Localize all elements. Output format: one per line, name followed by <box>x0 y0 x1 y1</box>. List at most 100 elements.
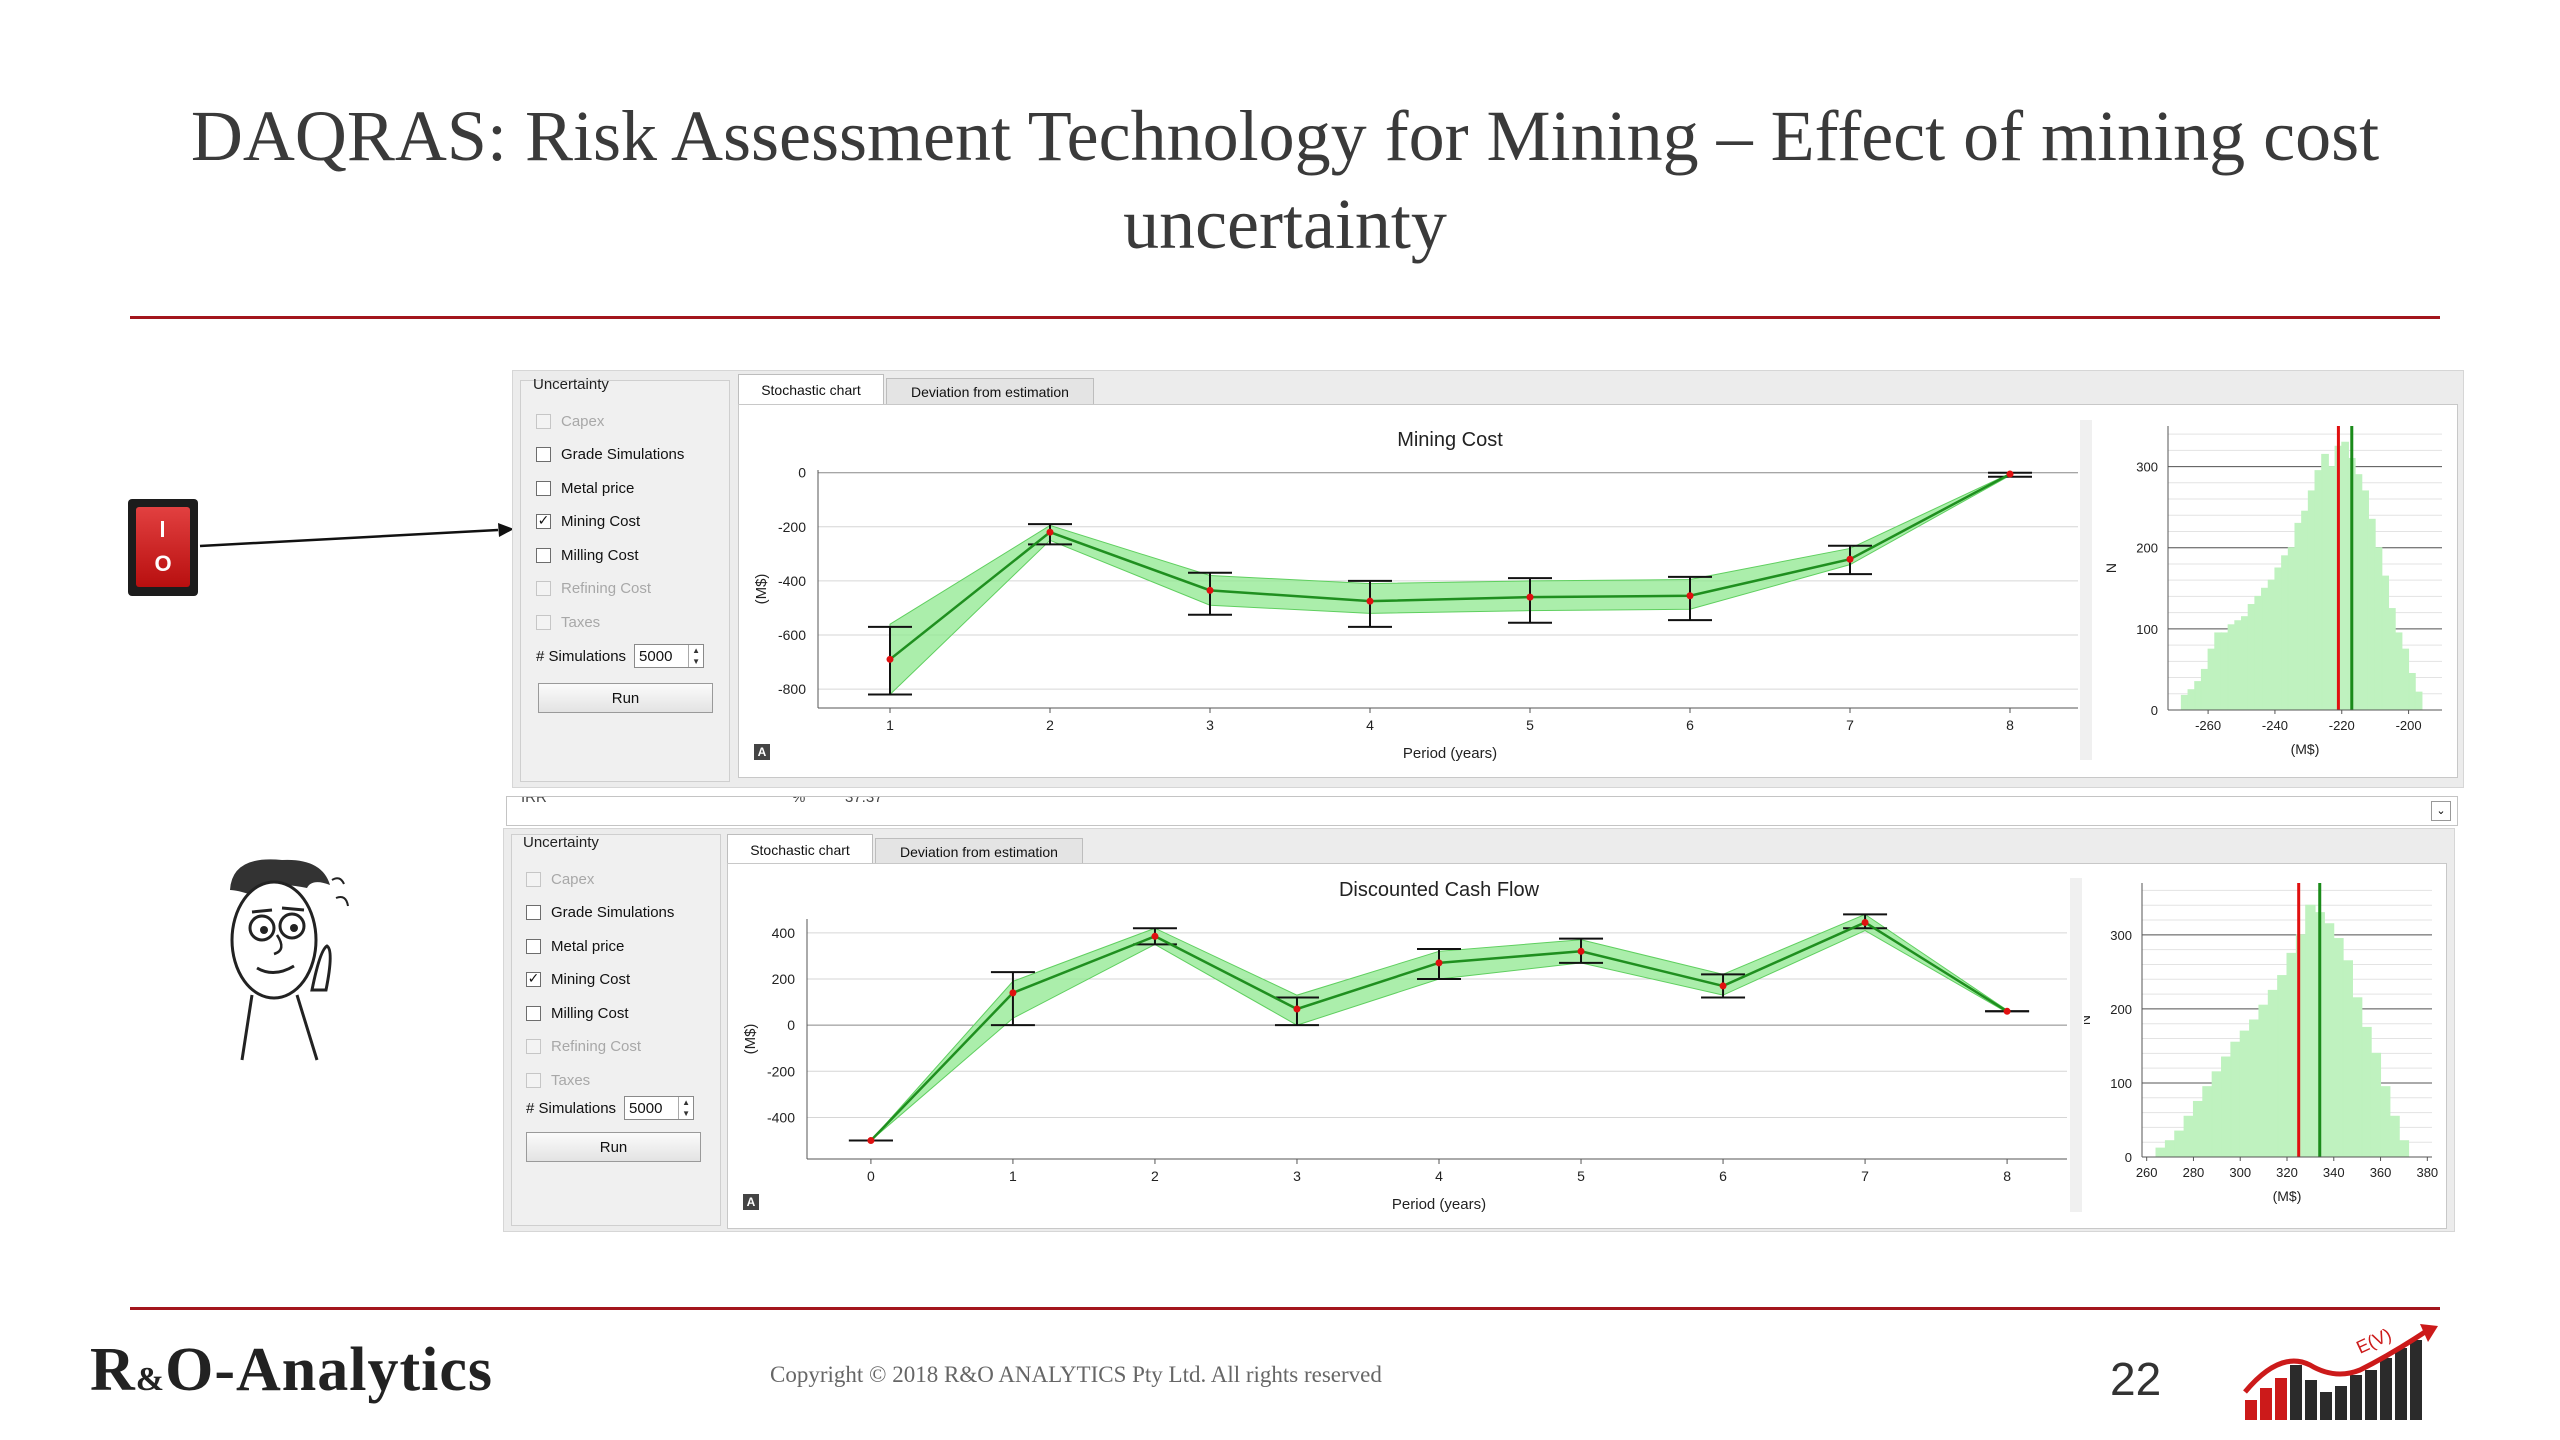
histogram-bar <box>2227 624 2236 711</box>
histogram-bar <box>2361 490 2369 711</box>
x-tick-label: 1 <box>1009 1168 1017 1184</box>
histogram-bar <box>2354 474 2363 711</box>
histogram-bar <box>2394 632 2403 711</box>
x-tick-label: 320 <box>2276 1165 2298 1180</box>
histogram-bar <box>2294 522 2303 711</box>
tab-stochastic-chart[interactable]: Stochastic chart <box>738 374 884 405</box>
data-point <box>2003 1007 2011 1015</box>
autoscale-icon[interactable]: A <box>743 1194 759 1210</box>
option-mining-cost[interactable]: ✓ Mining Cost <box>526 969 630 991</box>
histogram-bar <box>2261 587 2269 711</box>
option-label: Grade Simulations <box>561 446 685 463</box>
dcf-histogram: 0 100 200 300 260 280 300 320 340 360 380 (M$) N <box>2084 883 2438 1204</box>
data-point <box>886 655 894 663</box>
checkbox[interactable] <box>536 447 551 462</box>
splitter[interactable] <box>2080 420 2092 760</box>
option-label: Grade Simulations <box>551 904 675 921</box>
histogram-bar <box>2401 648 2410 711</box>
x-tick-label: 4 <box>1435 1168 1443 1184</box>
x-tick-label: 380 <box>2416 1165 2438 1180</box>
checkbox[interactable] <box>526 1005 541 1021</box>
histogram-bar <box>2155 1147 2166 1158</box>
x-tick-label: 8 <box>2006 717 2014 733</box>
option-refining-cost: Refining Cost <box>536 578 651 600</box>
option-milling-cost[interactable]: Milling Cost <box>526 1002 629 1024</box>
y-tick-label: 200 <box>2136 541 2158 556</box>
spin-up-icon[interactable]: ▲ <box>682 1098 690 1107</box>
run-button[interactable]: Run <box>526 1132 701 1162</box>
data-point <box>1206 586 1214 594</box>
y-tick-label: 200 <box>772 971 796 987</box>
y-tick-label: -600 <box>778 627 806 643</box>
histogram-bar <box>2187 689 2196 711</box>
checkbox[interactable] <box>536 480 551 496</box>
arrow-icon <box>199 523 514 548</box>
option-mining-cost[interactable]: ✓ Mining Cost <box>536 511 640 533</box>
option-grade-simulations[interactable]: Grade Simulations <box>536 444 684 466</box>
x-axis-label: Period (years) <box>1403 745 1497 762</box>
x-tick-label: 6 <box>1686 717 1694 733</box>
y-tick-label: 0 <box>2151 703 2158 718</box>
tab-stochastic-chart[interactable]: Stochastic chart <box>727 834 873 865</box>
histogram-bar <box>2314 470 2323 711</box>
checkbox <box>536 614 551 630</box>
histogram-bar <box>2367 518 2376 711</box>
option-metal-price[interactable]: Metal price <box>526 935 624 957</box>
tab-deviation-from-estimation[interactable]: Deviation from estimation <box>886 378 1094 405</box>
simulations-spinbox[interactable]: 5000 ▲ ▼ <box>634 644 705 668</box>
option-metal-price[interactable]: Metal price <box>536 477 634 499</box>
simulations-spinbox[interactable]: 5000 ▲ ▼ <box>624 1096 695 1120</box>
strip-dropdown-icon[interactable]: ⌄ <box>2431 801 2451 821</box>
y-tick-label: 300 <box>2136 460 2158 475</box>
spin-up-icon[interactable]: ▲ <box>692 646 700 655</box>
data-point <box>1366 597 1374 605</box>
run-button[interactable]: Run <box>538 683 713 713</box>
y-tick-label: 400 <box>772 925 796 941</box>
checkbox[interactable]: ✓ <box>536 513 551 529</box>
checkbox[interactable] <box>526 938 541 954</box>
histogram-bar <box>2194 681 2202 711</box>
data-point <box>1046 528 1054 536</box>
option-grade-simulations[interactable]: Grade Simulations <box>526 902 674 924</box>
histogram-bar <box>2381 575 2390 711</box>
x-axis-label: (M$) <box>2273 1188 2302 1204</box>
spin-down-icon[interactable]: ▼ <box>682 1109 690 1118</box>
x-tick-label: 6 <box>1719 1168 1727 1184</box>
page-number: 22 <box>2110 1353 2162 1405</box>
autoscale-icon[interactable]: A <box>754 744 770 760</box>
chart-title: Mining Cost <box>1397 429 1503 451</box>
data-point <box>867 1137 875 1145</box>
option-label: Milling Cost <box>551 1004 629 1022</box>
chart-title: Discounted Cash Flow <box>1339 879 1540 901</box>
data-point <box>1719 982 1727 990</box>
histogram-bar <box>2351 997 2363 1158</box>
uncertainty-title: Uncertainty <box>533 376 609 393</box>
splitter[interactable] <box>2070 878 2082 1212</box>
uncertainty-pane <box>511 834 721 1226</box>
power-switch-icon: O <box>128 499 198 596</box>
checkbox <box>526 871 541 887</box>
y-tick-label: 100 <box>2110 1076 2132 1091</box>
y-tick-label: -200 <box>778 519 806 535</box>
strip-irr-label: IRR <box>521 796 547 806</box>
simulations-row: # Simulations 5000 ▲ ▼ <box>526 1096 695 1120</box>
data-point <box>1151 932 1159 940</box>
histogram-bar <box>2277 975 2288 1158</box>
tab-deviation-from-estimation[interactable]: Deviation from estimation <box>875 838 1083 865</box>
data-point <box>1686 592 1694 600</box>
option-milling-cost[interactable]: Milling Cost <box>536 544 639 566</box>
histogram-bar <box>2370 1052 2382 1158</box>
y-tick-label: 0 <box>787 1017 795 1033</box>
histogram-bar <box>2192 1100 2204 1158</box>
histogram-bar <box>2164 1140 2176 1158</box>
x-tick-label: 360 <box>2370 1165 2392 1180</box>
slide-title: DAQRAS: Risk Assessment Technology for M… <box>190 96 2380 264</box>
data-point <box>1861 918 1869 926</box>
checkbox[interactable]: ✓ <box>526 971 541 987</box>
simulations-row: # Simulations 5000 ▲ ▼ <box>536 644 705 668</box>
option-taxes: Taxes <box>526 1069 590 1091</box>
checkbox[interactable] <box>536 547 551 563</box>
histogram-bar <box>2220 632 2229 711</box>
checkbox[interactable] <box>526 905 541 920</box>
spin-down-icon[interactable]: ▼ <box>692 657 700 666</box>
